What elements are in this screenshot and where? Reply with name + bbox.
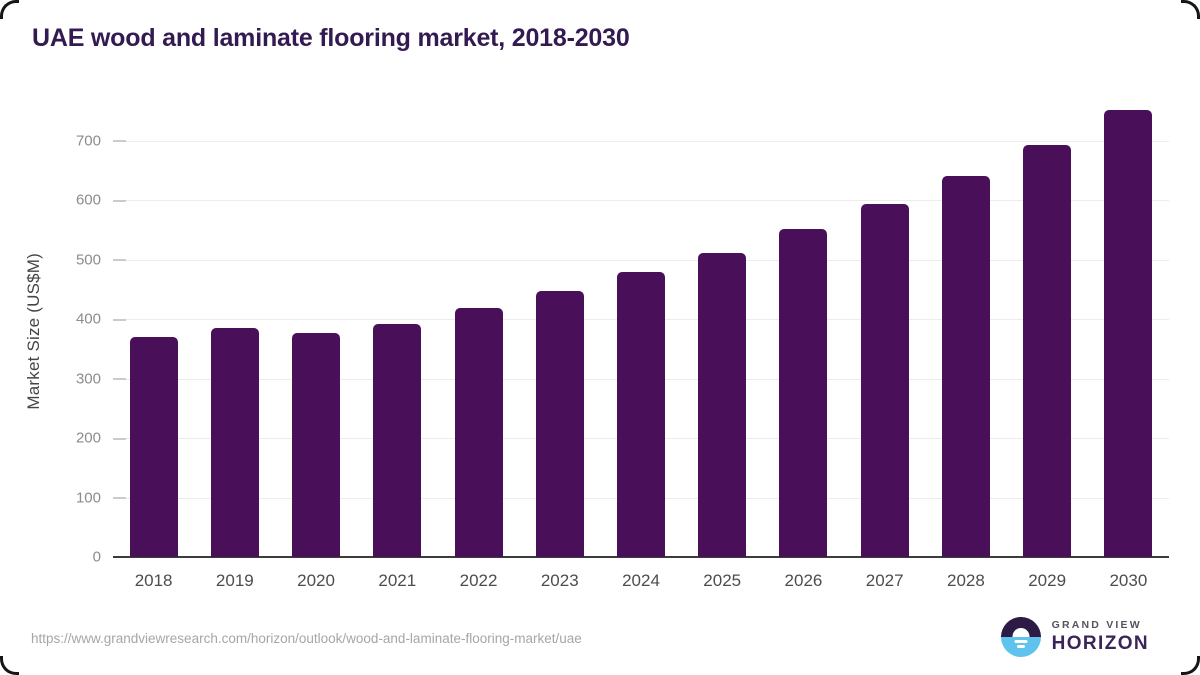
x-tick-label-2021: 2021 bbox=[378, 571, 417, 590]
x-tick-label-2018: 2018 bbox=[134, 571, 173, 590]
bar-2028 bbox=[941, 176, 990, 557]
bar-2030 bbox=[1104, 110, 1153, 557]
y-tick-mark-100 bbox=[113, 497, 126, 500]
bar-2022 bbox=[454, 308, 503, 557]
chart-title: UAE wood and laminate flooring market, 2… bbox=[32, 24, 630, 52]
plot-area: Market Size (US$M) 0 100 200 300 400 500 600 70… bbox=[24, 105, 1169, 590]
x-tick-label-2025: 2025 bbox=[703, 571, 742, 590]
grand-view-horizon-logo: GRAND VIEW HORIZON bbox=[1000, 617, 1149, 657]
bar-2018 bbox=[129, 336, 178, 557]
bar-2020 bbox=[292, 333, 341, 557]
logo-text: GRAND VIEW HORIZON bbox=[1052, 619, 1149, 655]
y-tick-mark-600 bbox=[113, 199, 126, 202]
gridline-500 bbox=[113, 259, 1169, 261]
y-axis-title: Market Size (US$M) bbox=[24, 252, 43, 410]
x-axis-baseline bbox=[113, 556, 1169, 558]
bar-2019 bbox=[210, 328, 259, 557]
y-tick-label-0: 0 bbox=[92, 548, 101, 566]
bar-2027 bbox=[860, 203, 909, 557]
y-tick-label-600: 600 bbox=[75, 191, 101, 209]
y-tick-mark-500 bbox=[113, 259, 126, 262]
y-tick-mark-700 bbox=[113, 140, 126, 143]
gridline-700 bbox=[113, 140, 1169, 142]
x-tick-label-2027: 2027 bbox=[865, 571, 904, 590]
bar-2029 bbox=[1023, 145, 1072, 557]
logo-brand-bottom: HORIZON bbox=[1051, 633, 1149, 654]
horizon-sun-logo-icon bbox=[1000, 617, 1041, 657]
x-tick-label-2029: 2029 bbox=[1028, 571, 1067, 590]
bar-2025 bbox=[698, 252, 747, 557]
x-tick-label-2030: 2030 bbox=[1109, 571, 1148, 590]
y-tick-mark-300 bbox=[113, 378, 126, 381]
logo-brand-top: GRAND VIEW bbox=[1051, 619, 1142, 631]
sun-reflection-line bbox=[1016, 645, 1025, 648]
gridline-600 bbox=[113, 200, 1169, 202]
card-corner-top-left bbox=[0, 0, 19, 19]
y-tick-label-400: 400 bbox=[75, 310, 101, 328]
y-tick-label-500: 500 bbox=[75, 251, 101, 269]
sun-glyph bbox=[1012, 628, 1030, 637]
x-tick-label-2026: 2026 bbox=[784, 571, 823, 590]
x-tick-label-2020: 2020 bbox=[297, 571, 335, 590]
y-tick-label-100: 100 bbox=[75, 489, 101, 507]
y-tick-mark-200 bbox=[113, 437, 126, 440]
y-tick-label-200: 200 bbox=[75, 429, 101, 447]
bar-2023 bbox=[535, 290, 584, 557]
source-url: https://www.grandviewresearch.com/horizo… bbox=[31, 631, 582, 646]
card-corner-top-right bbox=[1181, 0, 1200, 19]
x-tick-label-2019: 2019 bbox=[215, 571, 254, 590]
card-corner-bottom-right bbox=[1181, 656, 1200, 675]
bar-2021 bbox=[373, 323, 422, 557]
x-tick-label-2023: 2023 bbox=[540, 571, 579, 590]
bar-2026 bbox=[779, 229, 828, 557]
x-tick-label-2028: 2028 bbox=[947, 571, 985, 590]
x-tick-label-2024: 2024 bbox=[622, 571, 660, 590]
y-tick-label-700: 700 bbox=[75, 132, 101, 150]
card-corner-bottom-left bbox=[0, 656, 19, 675]
sun-reflection-line bbox=[1014, 640, 1028, 643]
x-tick-label-2022: 2022 bbox=[459, 571, 498, 590]
bar-2024 bbox=[617, 271, 665, 557]
y-tick-mark-400 bbox=[113, 318, 126, 321]
y-tick-label-300: 300 bbox=[75, 370, 101, 388]
